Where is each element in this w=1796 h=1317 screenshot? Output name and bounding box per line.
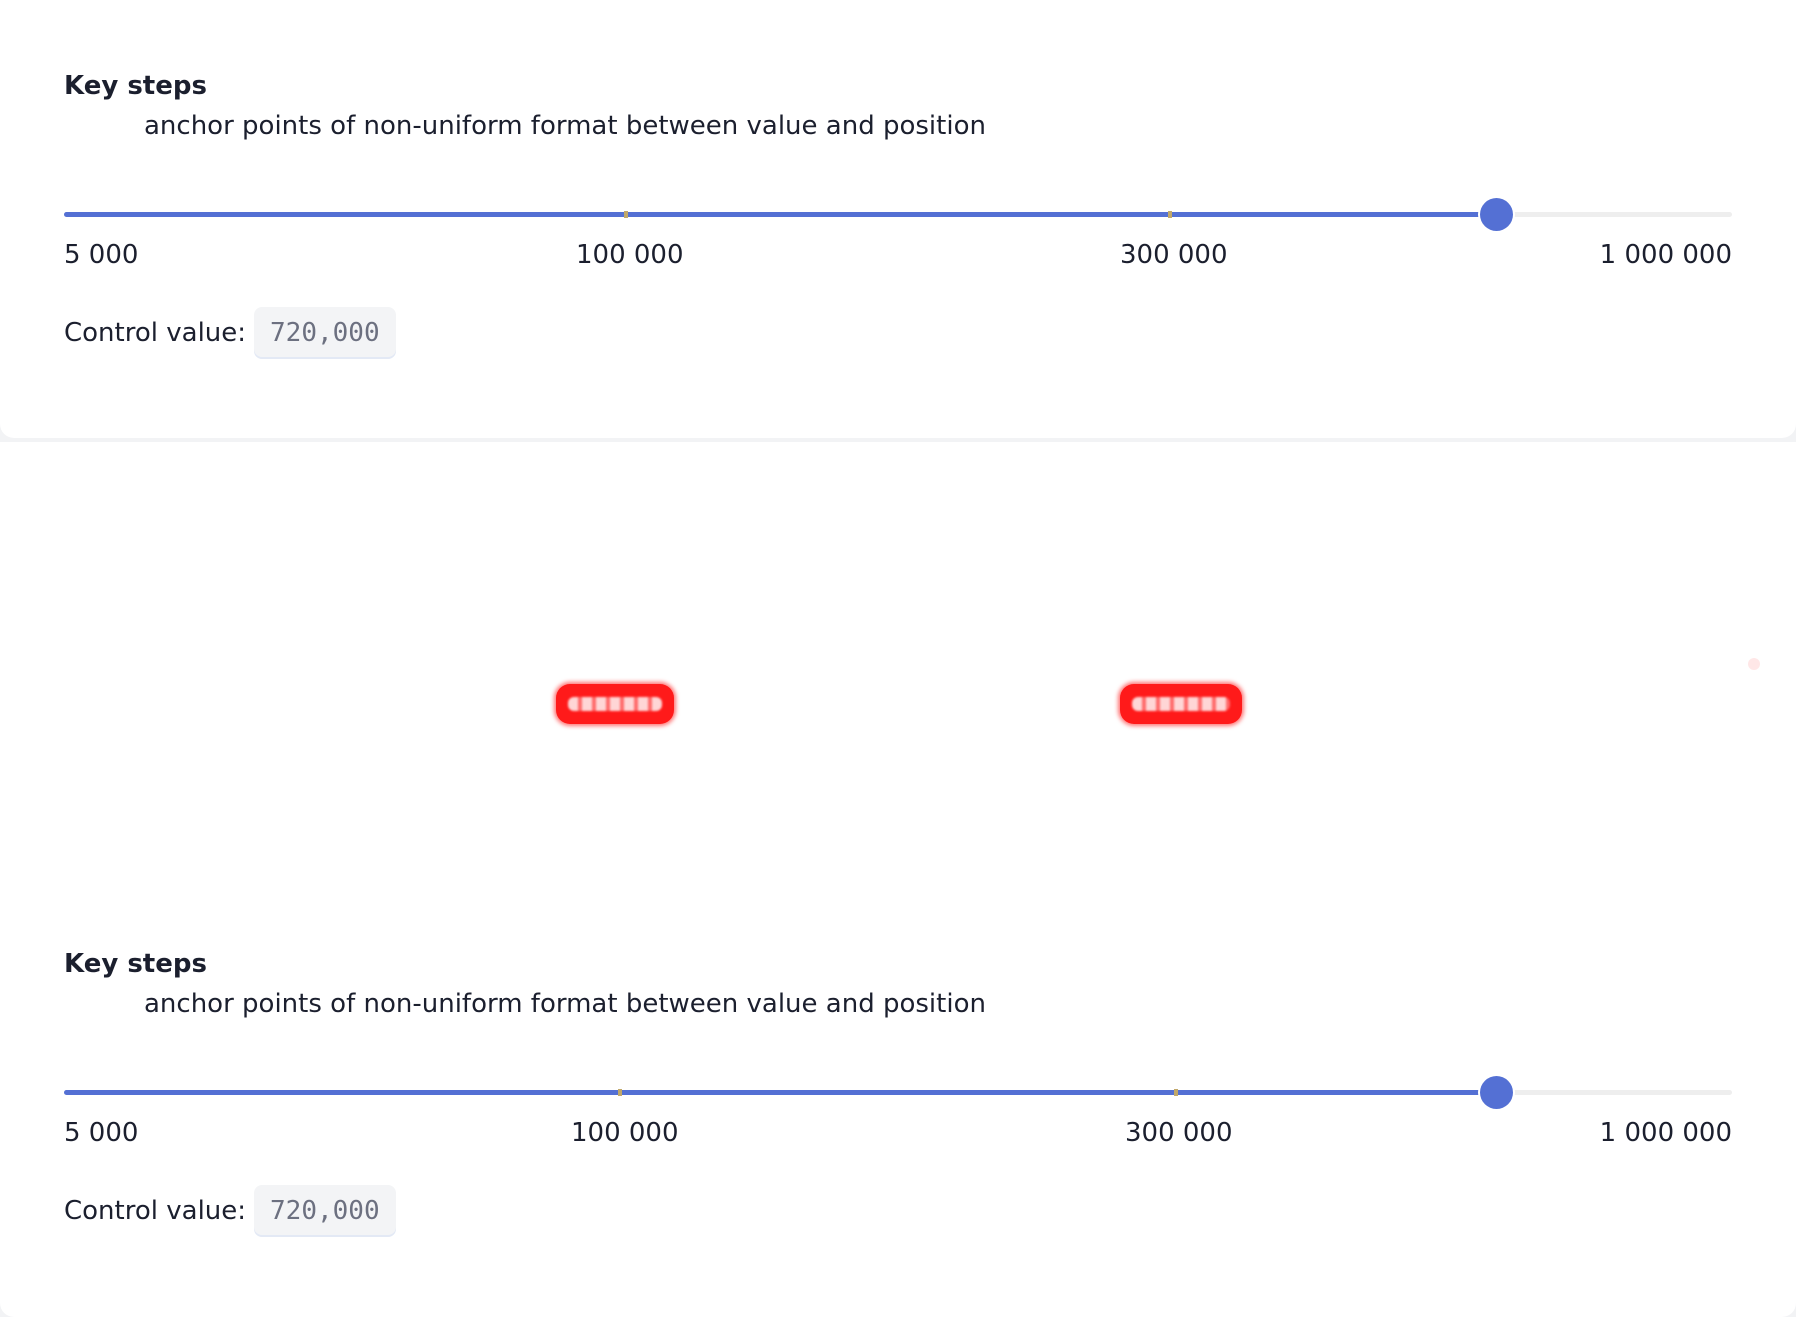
card-top: Key steps anchor points of non-uniform f…: [0, 0, 1796, 438]
control-value-label: Control value:: [64, 318, 247, 348]
control-value-badge: 720,000: [254, 1185, 396, 1237]
slider-mark-label: 1 000 000: [1599, 1118, 1732, 1148]
slider-mark-label: 100 000: [576, 240, 684, 270]
slider-mark-label: 5 000: [64, 240, 139, 270]
slider-tick-300000: [1174, 1089, 1178, 1096]
control-value-row: Control value: 720,000: [64, 1184, 396, 1238]
slider-thumb[interactable]: [1480, 198, 1513, 231]
slider-track-fill: [64, 212, 1496, 217]
slider-mark-label: 300 000: [1125, 1118, 1233, 1148]
block-description: anchor points of non-uniform format betw…: [144, 111, 986, 141]
slider-mark-label: 1 000 000: [1599, 240, 1732, 270]
range-slider[interactable]: [64, 1074, 1732, 1110]
artifact-dot: [1748, 658, 1760, 670]
slider-mark-label: 100 000: [571, 1118, 679, 1148]
redacted-label: [1120, 684, 1242, 724]
slider-tick-100000: [618, 1089, 622, 1096]
block-description: anchor points of non-uniform format betw…: [144, 989, 986, 1019]
redacted-label: [556, 684, 674, 724]
control-value-row: Control value: 720,000: [64, 306, 396, 360]
block-title: Key steps: [64, 949, 207, 979]
range-slider[interactable]: [64, 196, 1732, 232]
slider-thumb[interactable]: [1480, 1076, 1513, 1109]
block-title: Key steps: [64, 71, 207, 101]
slider-mark-label: 5 000: [64, 1118, 139, 1148]
slider-track-fill: [64, 1090, 1496, 1095]
slider-mark-label: 300 000: [1120, 240, 1228, 270]
card-bottom: [0, 442, 1796, 1317]
slider-tick-100000: [624, 211, 628, 218]
control-value-badge: 720,000: [254, 307, 396, 359]
control-value-label: Control value:: [64, 1196, 247, 1226]
slider-tick-300000: [1168, 211, 1172, 218]
